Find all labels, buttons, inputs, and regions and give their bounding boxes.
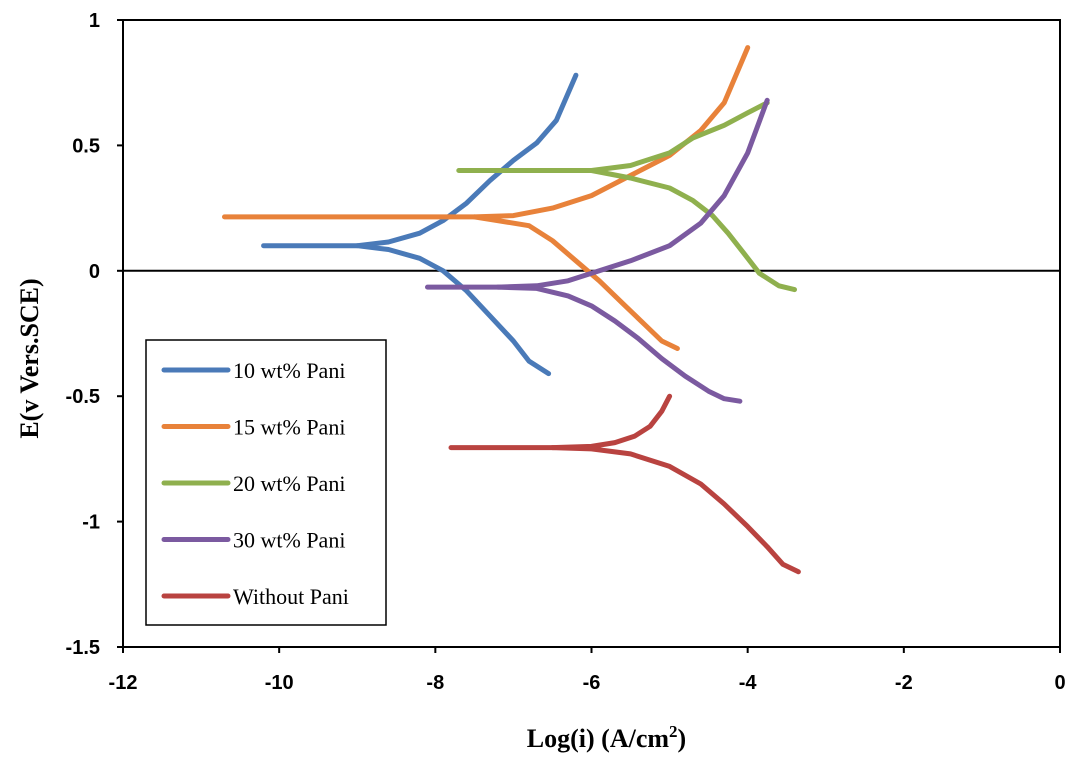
- x-axis-ticks: -12 -10 -8 -6 -4 -2 0: [109, 647, 1066, 694]
- series-without-pani: [448, 393, 801, 575]
- x-tick-label: -8: [426, 672, 444, 694]
- series-line-10-wt-pani-cathodic: [354, 243, 552, 377]
- series-line-20-wt-pani-anodic: [456, 100, 770, 173]
- y-tick-label: 0: [89, 261, 100, 283]
- legend-label: Without Pani: [233, 584, 349, 609]
- x-tick-label: -10: [265, 672, 294, 694]
- y-tick-label: -0.5: [66, 386, 100, 408]
- series-20-wt-pani: [456, 100, 797, 293]
- series-line-20-wt-pani-cathodic: [589, 168, 797, 293]
- legend-label: 15 wt% Pani: [233, 415, 345, 440]
- y-tick-label: 1: [89, 10, 100, 32]
- y-axis-title: E(v Vers.SCE): [15, 278, 44, 438]
- y-axis-ticks: 1 0.5 0 -0.5 -1 -1.5: [66, 10, 123, 659]
- series-30-wt-pani: [425, 97, 770, 404]
- x-tick-label: -12: [109, 672, 138, 694]
- series-line-without-pani-anodic: [448, 393, 673, 451]
- y-tick-label: -1.5: [66, 637, 100, 659]
- x-axis-title: Log(i) (A/cm2): [527, 722, 686, 753]
- x-tick-label: -6: [583, 672, 601, 694]
- x-tick-label: -4: [739, 672, 758, 694]
- legend-label: 20 wt% Pani: [233, 471, 345, 496]
- legend-label: 30 wt% Pani: [233, 528, 345, 553]
- x-tick-label: -2: [895, 672, 913, 694]
- series-line-15-wt-pani-cathodic: [471, 214, 680, 351]
- series-line-30-wt-pani-cathodic: [495, 284, 743, 404]
- x-tick-label: 0: [1054, 672, 1065, 694]
- series-layer: [222, 45, 801, 575]
- y-tick-label: 0.5: [72, 135, 100, 157]
- series-line-15-wt-pani-anodic: [222, 45, 751, 220]
- series-line-10-wt-pani-anodic: [261, 72, 579, 249]
- y-tick-label: -1: [82, 512, 100, 534]
- series-line-without-pani-cathodic: [550, 445, 801, 575]
- legend-label: 10 wt% Pani: [233, 358, 345, 383]
- series-15-wt-pani: [222, 45, 751, 351]
- series-10-wt-pani: [261, 72, 579, 377]
- legend: 10 wt% Pani 15 wt% Pani 20 wt% Pani 30 wt% …: [145, 339, 387, 626]
